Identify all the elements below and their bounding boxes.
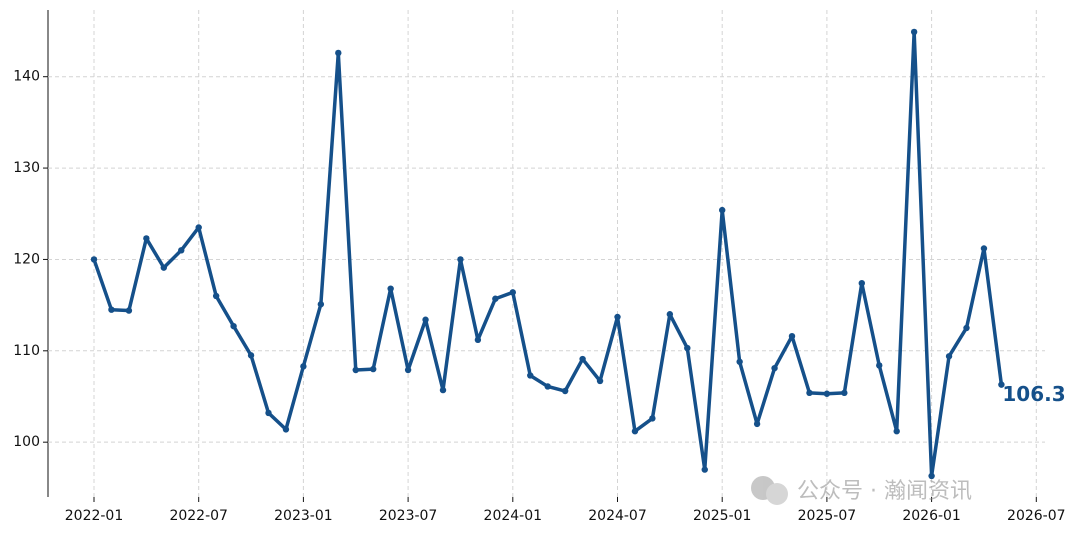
- point: [178, 247, 185, 254]
- point: [492, 295, 499, 302]
- point: [945, 353, 953, 360]
- point: [509, 289, 516, 296]
- y-tick-label: 100: [13, 434, 40, 450]
- watermark-text: 公众号 · 瀚闻资讯: [797, 479, 972, 504]
- y-tick-label: 130: [13, 160, 40, 176]
- point: [596, 377, 604, 385]
- x-tick-label: 2023-01: [274, 508, 333, 524]
- x-tick-label: 2025-07: [798, 508, 857, 524]
- y-tick-label: 140: [13, 69, 40, 85]
- point: [317, 301, 325, 308]
- point: [282, 426, 290, 433]
- point: [701, 466, 708, 473]
- point: [422, 316, 429, 323]
- point: [579, 355, 586, 363]
- point: [631, 428, 639, 435]
- point: [788, 332, 796, 340]
- point: [841, 389, 848, 397]
- point: [876, 362, 883, 369]
- y-tick-label: 120: [13, 251, 40, 267]
- point: [370, 365, 377, 373]
- point: [90, 256, 98, 263]
- point: [160, 264, 167, 271]
- point: [963, 324, 970, 332]
- point: [439, 386, 447, 394]
- x-tick-label: 2022-01: [65, 508, 124, 524]
- point: [771, 364, 778, 372]
- x-tick-label: 2023-07: [379, 508, 438, 524]
- point: [910, 28, 918, 36]
- point: [561, 387, 569, 395]
- point: [614, 313, 621, 321]
- point: [544, 383, 551, 390]
- x-tick-label: 2026-07: [1007, 508, 1066, 524]
- point: [404, 366, 412, 374]
- point: [335, 49, 342, 57]
- point: [806, 389, 813, 397]
- point: [684, 344, 691, 352]
- point: [352, 366, 359, 374]
- x-tick-label: 2026-01: [902, 508, 961, 524]
- point: [998, 381, 1005, 388]
- point: [527, 372, 534, 379]
- point: [928, 472, 935, 480]
- point: [753, 420, 761, 428]
- point: [474, 336, 482, 344]
- value-label: 106.3: [1002, 382, 1065, 406]
- watermark: 公众号 · 瀚闻资讯: [751, 476, 972, 505]
- point: [230, 322, 237, 330]
- point: [893, 428, 900, 435]
- x-tick-label: 2022-07: [169, 508, 228, 524]
- x-tick-label: 2024-07: [588, 508, 647, 524]
- point: [108, 306, 115, 313]
- point: [387, 285, 394, 292]
- point: [265, 409, 272, 417]
- y-tick-label: 110: [13, 343, 40, 359]
- point: [457, 256, 464, 263]
- point: [247, 352, 255, 359]
- point: [649, 415, 656, 422]
- point: [125, 307, 133, 314]
- watermark-icon: [766, 483, 788, 505]
- point: [212, 292, 220, 300]
- line: [92, 30, 1004, 478]
- point: [736, 358, 743, 365]
- point: [300, 363, 307, 370]
- point: [143, 235, 150, 242]
- x-tick-label: 2024-01: [484, 508, 543, 524]
- point: [858, 279, 865, 287]
- point: [719, 206, 726, 214]
- point: [823, 390, 831, 397]
- point: [980, 245, 988, 252]
- point: [195, 224, 202, 231]
- point: [666, 311, 674, 318]
- x-tick-label: 2025-01: [693, 508, 752, 524]
